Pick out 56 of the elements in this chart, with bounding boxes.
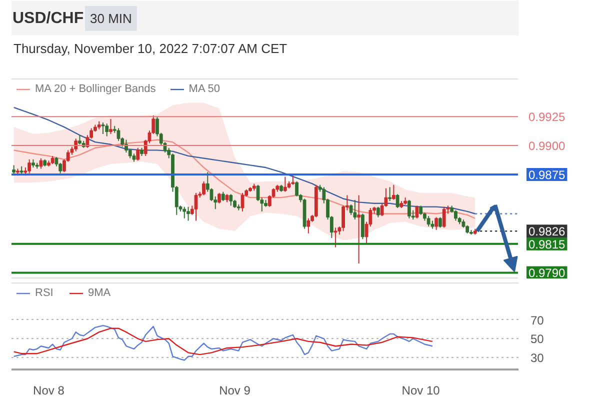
candlestick bbox=[78, 134, 82, 145]
candlestick bbox=[291, 175, 295, 186]
candlestick bbox=[221, 191, 225, 202]
candlestick bbox=[105, 123, 109, 137]
candlestick bbox=[74, 138, 78, 152]
line-series bbox=[13, 324, 434, 361]
ref-line-label: 0.9826 bbox=[528, 224, 566, 239]
x-tick-label: Nov 10 bbox=[402, 384, 440, 398]
legend-label: MA 50 bbox=[188, 83, 220, 95]
y-tick-label: 50 bbox=[530, 332, 544, 346]
candlestick bbox=[202, 180, 206, 196]
ref-line-label: 0.9815 bbox=[528, 237, 566, 252]
legend-label: RSI bbox=[35, 287, 54, 299]
candlestick bbox=[182, 206, 186, 219]
chart-title: USD/CHF bbox=[12, 10, 84, 27]
candlestick bbox=[376, 206, 380, 218]
candlestick bbox=[392, 184, 396, 200]
candlestick bbox=[415, 205, 419, 219]
candlestick bbox=[218, 192, 221, 204]
candlestick bbox=[306, 218, 310, 234]
candlestick bbox=[109, 118, 112, 134]
candlestick bbox=[434, 216, 438, 230]
candlestick bbox=[353, 199, 357, 220]
candlestick bbox=[283, 176, 287, 192]
ref-line-label: 0.9790 bbox=[528, 266, 566, 280]
y-tick-label: 70 bbox=[530, 313, 544, 328]
candlestick bbox=[442, 206, 446, 228]
candlestick bbox=[357, 194, 360, 264]
candlestick bbox=[396, 194, 400, 208]
candlestick bbox=[360, 213, 364, 240]
candlestick bbox=[12, 164, 16, 175]
candlestick bbox=[349, 204, 353, 216]
candlestick bbox=[407, 199, 411, 219]
legend-label: MA 20 + Bollinger Bands bbox=[35, 83, 156, 95]
chart-subtitle: Thursday, November 10, 2022 7:07:07 AM CET bbox=[14, 41, 288, 56]
candlestick bbox=[454, 210, 458, 222]
candlestick bbox=[334, 227, 338, 248]
candlestick bbox=[426, 216, 430, 227]
line-series bbox=[13, 328, 434, 356]
candlestick bbox=[388, 186, 392, 202]
candlestick bbox=[229, 194, 233, 206]
x-tick-label: Nov 9 bbox=[219, 384, 251, 398]
ref-line-label: 0.9925 bbox=[528, 110, 566, 124]
x-tick-label: Nov 8 bbox=[33, 384, 65, 398]
candlestick bbox=[186, 206, 190, 222]
legend-label: 9MA bbox=[88, 287, 111, 299]
candlestick bbox=[136, 147, 140, 162]
candlestick bbox=[28, 158, 32, 174]
y-tick-label: 30 bbox=[530, 350, 544, 365]
candlestick bbox=[116, 128, 120, 142]
candlestick bbox=[438, 216, 442, 228]
text: 30 MIN bbox=[90, 11, 132, 26]
candlestick bbox=[39, 158, 43, 170]
ref-line-label: 0.9875 bbox=[528, 168, 566, 182]
candlestick bbox=[240, 192, 244, 212]
ref-line-label: 0.9900 bbox=[528, 139, 566, 154]
